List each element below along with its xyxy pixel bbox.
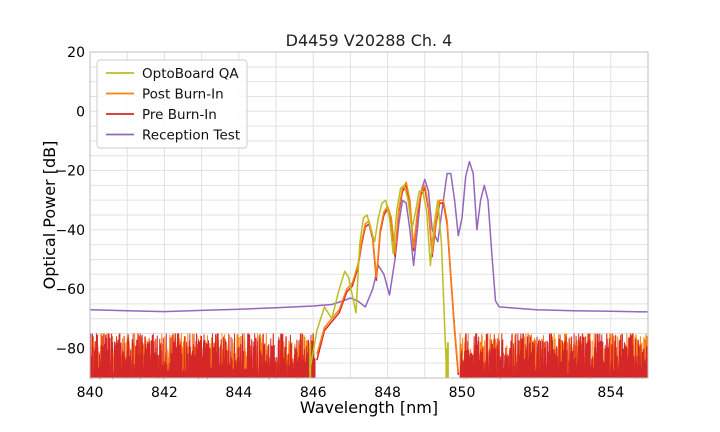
legend-label-reception-test: Reception Test	[142, 128, 240, 144]
legend-label-post-burn-in: Post Burn-In	[142, 87, 224, 103]
y-tick-label: 0	[76, 104, 85, 120]
plot-frame	[89, 51, 649, 379]
x-axis-label: Wavelength [nm]	[300, 398, 438, 417]
y-tick-label: −40	[55, 223, 85, 239]
legend-box	[96, 59, 248, 149]
x-tick-label: 842	[151, 385, 178, 401]
y-tick-label: −20	[55, 164, 85, 180]
series-line-reception-test	[89, 160, 649, 313]
y-tick-label: −60	[55, 282, 85, 298]
legend-label-optoboard-qa: OptoBoard QA	[142, 66, 239, 82]
legend-label-pre-burn-in: Pre Burn-In	[142, 107, 217, 123]
x-tick-label: 848	[374, 385, 401, 401]
noise-pre-burn-in	[89, 333, 316, 380]
x-tick-label: 854	[597, 385, 624, 401]
x-tick-label: 846	[300, 385, 327, 401]
legend: OptoBoard QA Post Burn-In Pre Burn-In Recep…	[96, 59, 248, 149]
x-tick-label: 840	[77, 385, 104, 401]
x-tick-label: 852	[523, 385, 550, 401]
x-tick-label: 844	[225, 385, 252, 401]
y-tick-label: −80	[55, 341, 85, 357]
y-axis-ticks: 20 0 −20 −40 −60 −80	[55, 45, 85, 357]
y-tick-label: 20	[67, 45, 85, 61]
x-axis-ticks: 840 842 844 846 848 850 852 854	[77, 385, 625, 401]
noise-pre-burn-in	[459, 333, 649, 380]
x-tick-label: 850	[449, 385, 476, 401]
series-line-optoboard-qa	[308, 184, 448, 379]
y-axis-label: Optical Power [dB]	[40, 141, 59, 290]
series-line-post-burn-in	[316, 181, 460, 373]
series-lines	[89, 160, 649, 379]
chart-title: D4459 V20288 Ch. 4	[286, 31, 453, 50]
